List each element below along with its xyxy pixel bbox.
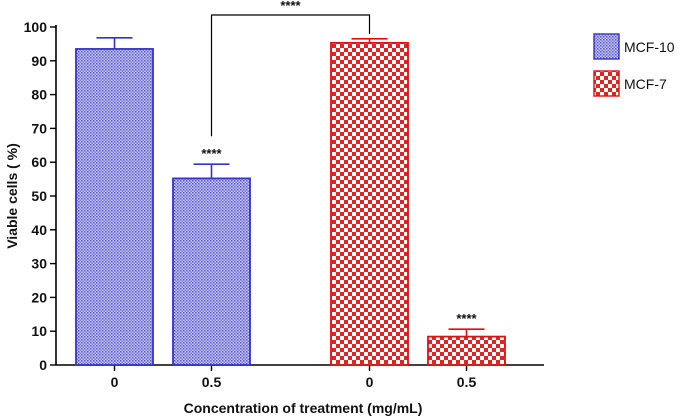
bars	[75, 37, 506, 366]
y-axis-title: Viable cells ( %)	[4, 143, 20, 249]
significance-label: ****	[201, 146, 222, 161]
bar-mcf-10-0_5	[172, 177, 251, 366]
axes: 0 10 20 30 40 50 60 70 80 90 100 0 0.5 0 0.5	[24, 19, 544, 390]
x-tick-label: 0.5	[202, 374, 222, 390]
x-tick-label: 0	[111, 374, 119, 390]
legend-swatch	[593, 70, 620, 97]
bracket-significance-label: ****	[280, 0, 301, 13]
y-tick-label: 20	[31, 289, 47, 305]
significance-annotations: **** **** ****	[201, 0, 477, 326]
x-axis-title: Concentration of treatment (mg/mL)	[184, 400, 423, 416]
legend: MCF-10 MCF-7	[593, 33, 675, 97]
bar-mcf-7-0_5	[427, 335, 506, 366]
y-tick-label: 40	[31, 222, 47, 238]
bar-mcf-10-0	[75, 48, 154, 366]
significance-label: ****	[456, 311, 477, 326]
y-tick-label: 10	[31, 323, 47, 339]
y-tick-label: 30	[31, 256, 47, 272]
legend-label: MCF-7	[624, 76, 667, 92]
y-tick-label: 60	[31, 154, 47, 170]
x-tick-label: 0.5	[457, 374, 477, 390]
y-tick-label: 100	[24, 19, 48, 35]
y-tick-label: 50	[31, 188, 47, 204]
y-tick-label: 70	[31, 120, 47, 136]
y-tick-label: 80	[31, 87, 47, 103]
y-tick-label: 90	[31, 53, 47, 69]
significance-bracket	[210, 14, 371, 137]
legend-swatch	[593, 33, 620, 60]
bar-mcf-7-0	[330, 41, 409, 366]
legend-label: MCF-10	[624, 39, 675, 55]
x-tick-label: 0	[366, 374, 374, 390]
y-tick-label: 0	[39, 357, 47, 373]
